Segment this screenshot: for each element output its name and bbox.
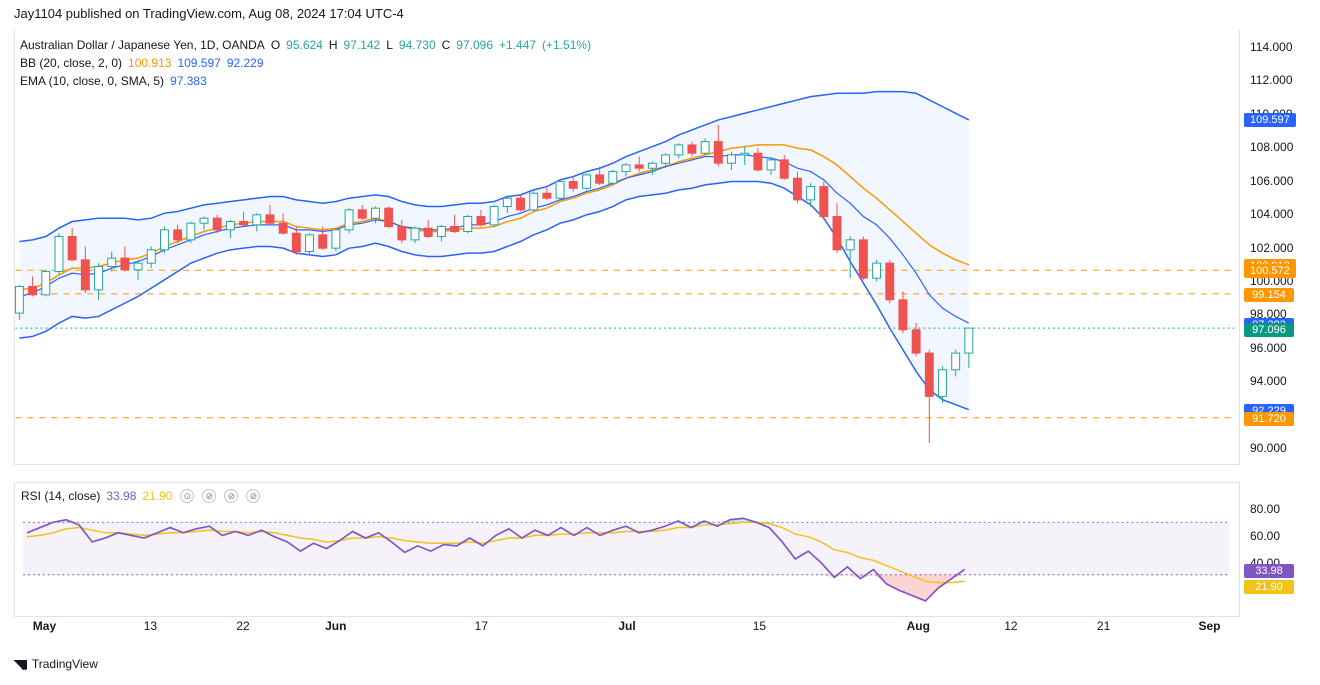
rsi-legend: RSI (14, close) 33.98 21.90 ⊙ ⊘ ⊘ ⊘ [21, 489, 260, 503]
tradingview-logo-icon: ◥▮ [14, 657, 26, 671]
rsi-yaxis: 80.0060.0040.0020.0033.9821.90 [1242, 482, 1320, 617]
ytick: 114.000 [1250, 40, 1293, 54]
ytick: 60.00 [1250, 529, 1280, 543]
price-label: 97.096 [1244, 323, 1294, 337]
xtick: Aug [907, 619, 930, 633]
price-yaxis: 114.000112.000110.000108.000106.000104.0… [1242, 30, 1320, 465]
ytick: 104.000 [1250, 207, 1293, 221]
publish-header: Jay1104 published on TradingView.com, Au… [14, 6, 404, 21]
ytick: 90.000 [1250, 441, 1287, 455]
xtick: 13 [144, 619, 157, 633]
price-label: 91.720 [1244, 412, 1294, 426]
rsi-label: 21.90 [1244, 580, 1294, 594]
xtick: 12 [1004, 619, 1017, 633]
indicator-eye-icon[interactable]: ⊙ [180, 489, 194, 503]
tradingview-watermark: ◥▮ TradingView [14, 657, 98, 671]
price-label: 100.572 [1244, 264, 1296, 278]
time-xaxis: May 13 22 Jun 17 Jul 15 Aug 12 21 Sep [14, 619, 1240, 641]
ytick: 112.000 [1250, 73, 1293, 87]
xtick: 15 [753, 619, 766, 633]
xtick: 22 [236, 619, 249, 633]
xtick: Sep [1199, 619, 1221, 633]
price-label: 109.597 [1244, 113, 1296, 127]
rsi-label: 33.98 [1244, 564, 1294, 578]
ytick: 108.000 [1250, 140, 1293, 154]
indicator-more-icon[interactable]: ⊘ [246, 489, 260, 503]
rsi-val: 33.98 [106, 489, 136, 503]
xtick: Jul [618, 619, 635, 633]
indicator-delete-icon[interactable]: ⊘ [224, 489, 238, 503]
ytick: 106.000 [1250, 174, 1293, 188]
xtick: Jun [325, 619, 346, 633]
rsi-chart[interactable]: RSI (14, close) 33.98 21.90 ⊙ ⊘ ⊘ ⊘ [14, 482, 1240, 617]
ytick: 96.000 [1250, 341, 1287, 355]
indicator-settings-icon[interactable]: ⊘ [202, 489, 216, 503]
price-chart[interactable] [14, 30, 1240, 465]
price-label: 99.154 [1244, 288, 1294, 302]
ytick: 102.000 [1250, 241, 1293, 255]
rsi-signal: 21.90 [142, 489, 172, 503]
ytick: 80.00 [1250, 502, 1280, 516]
xtick: May [33, 619, 56, 633]
ytick: 94.000 [1250, 374, 1287, 388]
xtick: 21 [1097, 619, 1110, 633]
xtick: 17 [475, 619, 488, 633]
